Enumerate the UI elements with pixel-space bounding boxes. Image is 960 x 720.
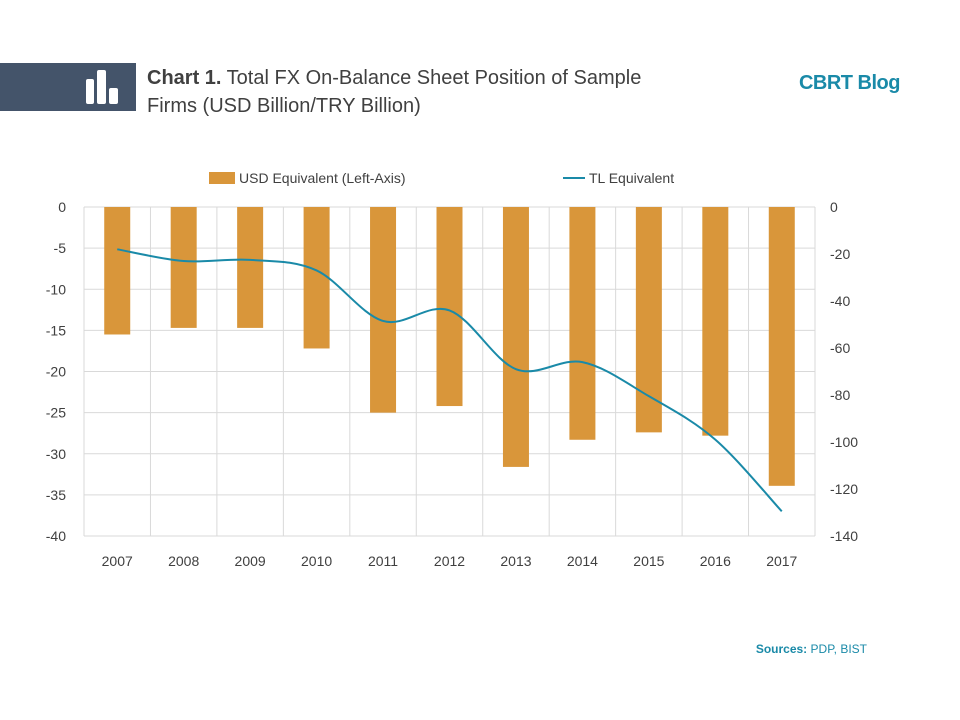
chart-legend: USD Equivalent (Left-Axis) TL Equivalent: [0, 170, 960, 190]
brand-logo: CBRT Blog: [798, 72, 901, 94]
x-tick-label: 2012: [434, 553, 465, 569]
bar-usd-2008: [170, 207, 197, 328]
bar-usd-2009: [237, 207, 264, 328]
legend-item-tl: TL Equivalent: [563, 170, 674, 186]
bar-usd-2007: [104, 207, 131, 335]
y-left-tick-label: -35: [46, 487, 66, 503]
y-left-tick-label: -25: [46, 405, 66, 421]
bar-usd-2016: [702, 207, 729, 436]
legend-swatch-line: [563, 177, 585, 179]
x-tick-label: 2017: [766, 553, 797, 569]
bar-usd-2012: [436, 207, 463, 407]
sources-text: PDP, BIST: [810, 642, 867, 656]
series-line-tl: [117, 248, 783, 513]
y-right-tick-label: -100: [830, 434, 858, 450]
header-band: [0, 63, 136, 111]
bar-usd-2014: [569, 207, 596, 440]
legend-label-tl: TL Equivalent: [589, 170, 675, 186]
y-right-tick-label: -40: [830, 293, 850, 309]
x-tick-label: 2007: [102, 553, 133, 569]
chart-title-number: Chart 1.: [147, 67, 222, 89]
sources-note: Sources: PDP, BIST: [756, 642, 867, 656]
y-right-tick-label: -80: [830, 387, 850, 403]
x-tick-label: 2013: [500, 553, 531, 569]
y-left-tick-label: -10: [46, 281, 66, 297]
bar-usd-2015: [635, 207, 662, 433]
y-left-tick-label: -20: [46, 364, 66, 380]
sources-label: Sources:: [755, 642, 808, 656]
bar-usd-2017: [768, 207, 795, 486]
y-left-tick-label: -5: [54, 240, 67, 256]
x-tick-label: 2011: [368, 553, 398, 569]
legend-item-usd: USD Equivalent (Left-Axis): [209, 170, 406, 186]
y-right-tick-label: 0: [830, 199, 838, 215]
y-right-tick-label: -20: [830, 246, 850, 262]
chart-title-text: Total FX On-Balance Sheet Position of Sa…: [147, 67, 642, 117]
x-tick-label: 2009: [235, 553, 266, 569]
y-left-tick-label: -40: [46, 528, 66, 544]
y-right-tick-label: -120: [830, 481, 858, 497]
y-left-tick-label: -30: [46, 446, 66, 462]
x-tick-label: 2010: [301, 553, 332, 569]
y-left-tick-label: -15: [46, 322, 66, 338]
x-tick-label: 2016: [700, 553, 731, 569]
bar-usd-2013: [502, 207, 529, 467]
y-left-tick-label: 0: [58, 199, 66, 215]
legend-label-usd: USD Equivalent (Left-Axis): [239, 170, 406, 186]
bar-usd-2010: [303, 207, 330, 349]
chart-title: Chart 1. Total FX On-Balance Sheet Posit…: [147, 64, 667, 120]
x-tick-label: 2015: [633, 553, 664, 569]
x-tick-label: 2008: [168, 553, 199, 569]
bar-usd-2011: [370, 207, 397, 413]
x-tick-label: 2014: [567, 553, 598, 569]
bar-chart-icon: [86, 70, 118, 104]
y-right-tick-label: -140: [830, 528, 858, 544]
legend-swatch-bar: [209, 172, 235, 184]
y-right-tick-label: -60: [830, 340, 850, 356]
